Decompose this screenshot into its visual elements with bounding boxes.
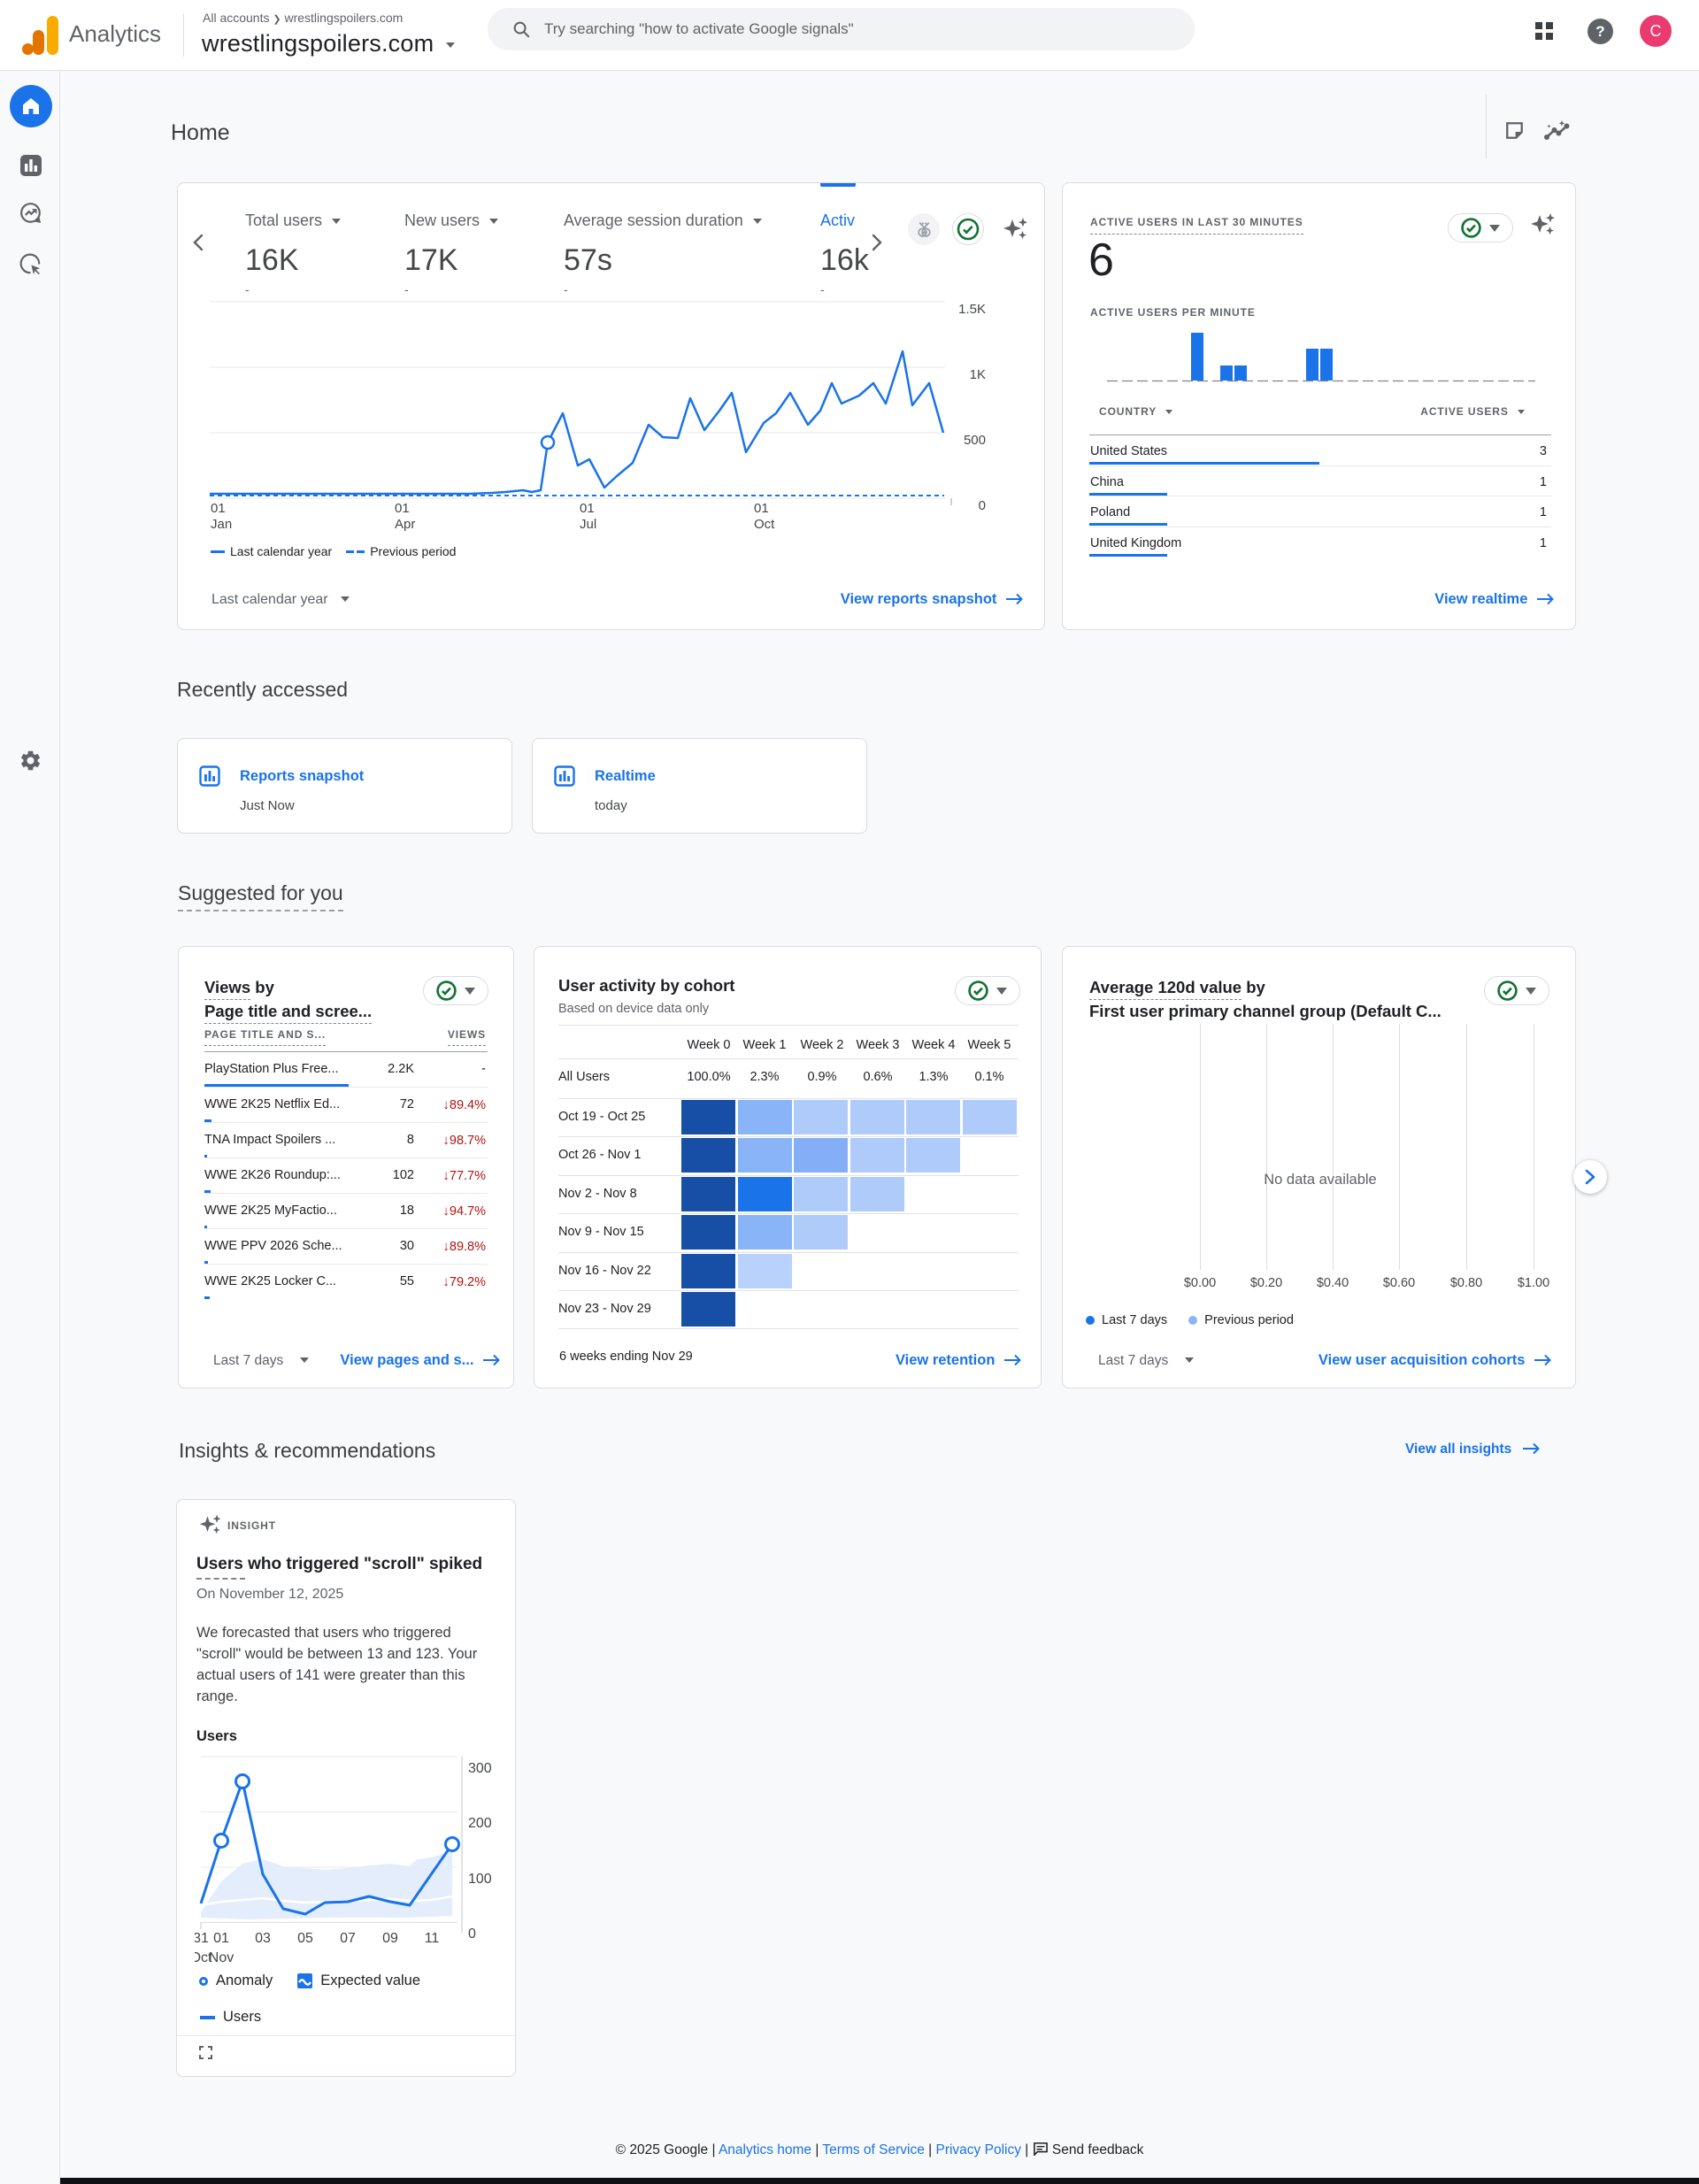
svg-text:500: 500 bbox=[964, 433, 986, 448]
svg-text:07: 07 bbox=[340, 1931, 356, 1946]
svg-text:300: 300 bbox=[468, 1761, 492, 1776]
svg-text:1.5K: 1.5K bbox=[958, 302, 986, 317]
svg-text:11: 11 bbox=[425, 1931, 440, 1946]
svg-text:0: 0 bbox=[468, 1926, 476, 1942]
svg-text:09: 09 bbox=[382, 1931, 398, 1946]
svg-text:200: 200 bbox=[468, 1816, 492, 1831]
svg-text:01: 01 bbox=[213, 1931, 229, 1946]
svg-text:31: 31 bbox=[195, 1931, 209, 1946]
svg-text:03: 03 bbox=[255, 1931, 271, 1946]
svg-text:Oct: Oct bbox=[195, 1950, 212, 1965]
svg-text:0: 0 bbox=[979, 498, 986, 511]
svg-text:1K: 1K bbox=[970, 367, 986, 382]
svg-text:100: 100 bbox=[468, 1872, 492, 1887]
svg-text:05: 05 bbox=[297, 1931, 313, 1946]
svg-text:Nov: Nov bbox=[209, 1950, 234, 1965]
